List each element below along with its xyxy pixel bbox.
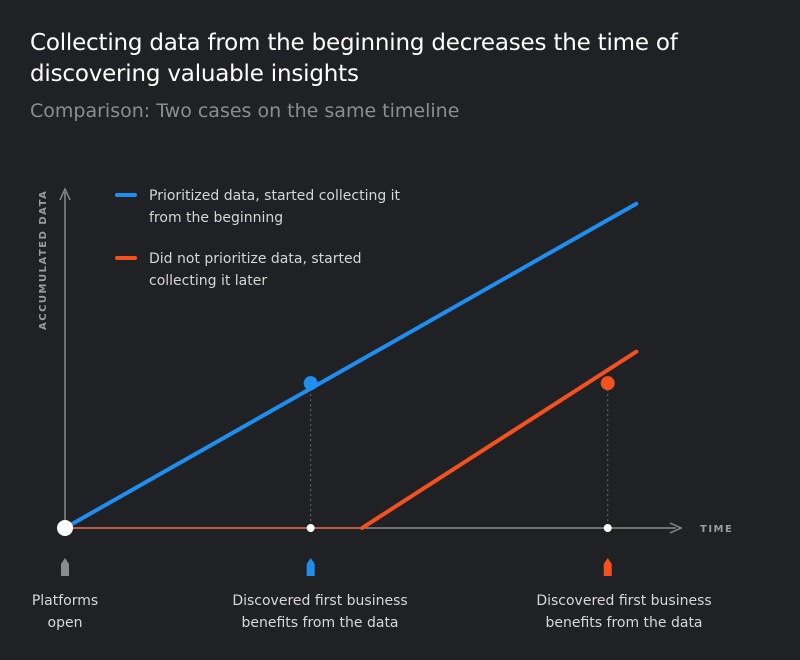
series-line-not-prioritized [360,349,639,530]
milestone-label-line: benefits from the data [241,615,399,631]
milestone-label-prioritized: Discovered first business benefits from … [200,590,440,634]
y-axis-label: ACCUMULATED DATA [38,190,49,330]
chart-subtitle: Comparison: Two cases on the same timeli… [30,100,460,122]
marker-point-not-prioritized [600,376,615,391]
x-axis-point-prioritized [306,524,315,532]
milestone-arrow-icon [603,558,612,576]
milestone-label-line: Discovered first business [536,593,712,609]
milestone-label-platforms-open: Platforms open [0,590,185,634]
y-axis-arrow-icon [59,187,71,201]
milestone-arrow-icon [61,558,69,576]
milestone-label-line: Platforms [31,593,99,609]
legend-label: from the beginning [149,210,283,226]
milestone-label-line: benefits from the data [545,615,703,631]
legend-label: Prioritized data, started collecting it [149,188,401,204]
origin-point [57,520,73,536]
marker-point-prioritized [303,376,318,391]
milestone-arrow-icon [306,558,315,576]
milestone-label-line: open [47,615,83,631]
legend-label: Did not prioritize data, started [149,251,361,267]
legend-label: collecting it later [149,273,267,289]
x-axis-arrow-icon [669,522,683,534]
x-axis-point-not-prioritized [603,524,612,532]
milestone-label-line: Discovered first business [232,593,408,609]
chart-title: Collecting data from the beginning decre… [30,30,678,87]
milestone-label-not-prioritized: Discovered first business benefits from … [504,590,744,634]
series-line-prioritized [63,201,639,530]
x-axis-label: TIME [700,524,733,535]
